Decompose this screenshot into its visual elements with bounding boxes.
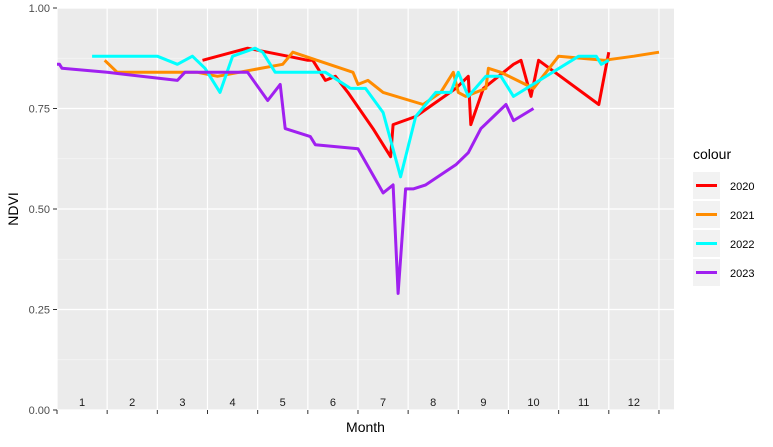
y-axis: 0.00 0.25 0.50 0.75 1.00 [29, 3, 57, 417]
x-tick-label: 3 [179, 397, 185, 409]
x-tick-label: 9 [480, 397, 486, 409]
x-tick-label: 6 [330, 397, 336, 409]
x-tick-label: 12 [628, 397, 640, 409]
series-line-2020 [202, 46, 611, 159]
legend-items: 2020 2021 2022 2023 [693, 172, 754, 286]
x-tick-label: 5 [280, 397, 286, 409]
x-tick-label: 4 [230, 397, 236, 409]
x-axis: 1 2 3 4 5 6 7 8 9 10 11 12 [56, 397, 660, 414]
x-tick-label: 8 [430, 397, 436, 409]
y-tick-label: 0.75 [29, 104, 50, 116]
series-line-2023 [57, 62, 535, 295]
y-tick-label: 0.50 [29, 204, 50, 216]
legend-label-2023: 2023 [730, 268, 754, 280]
x-tick-label: 7 [380, 397, 386, 409]
y-axis-title: NDVI [5, 192, 21, 225]
x-axis-title: Month [346, 419, 385, 435]
series-line-2022 [92, 46, 610, 179]
legend-label-2020: 2020 [730, 181, 754, 193]
legend-label-2021: 2021 [730, 210, 754, 222]
legend-title: colour [693, 146, 731, 162]
y-tick-label: 1.00 [29, 3, 50, 15]
x-tick-label: 10 [527, 397, 539, 409]
legend-label-2022: 2022 [730, 239, 754, 251]
x-tick-label: 1 [79, 397, 85, 409]
x-tick-label: 11 [578, 397, 589, 409]
x-tick-label: 2 [129, 397, 135, 409]
series-layer [57, 46, 660, 295]
legend: colour 2020 2021 2022 2023 [693, 146, 754, 286]
y-tick-label: 0.00 [29, 405, 50, 417]
y-tick-label: 0.25 [29, 305, 50, 317]
